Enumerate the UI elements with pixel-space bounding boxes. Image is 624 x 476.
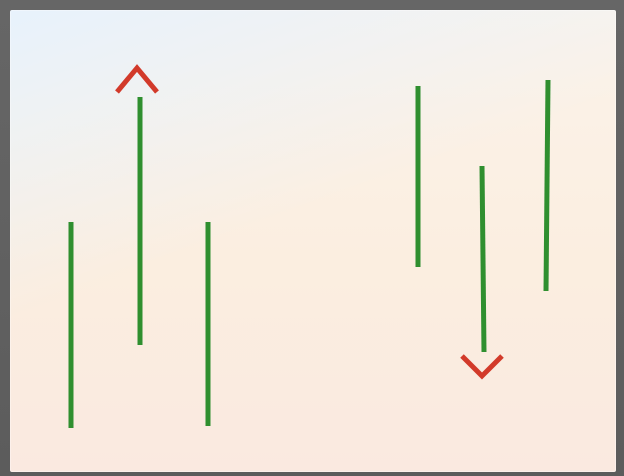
diagram-panel [10, 10, 616, 472]
sticks-layer [68, 79, 551, 428]
chevron-down-icon [460, 354, 504, 380]
stick-5 [479, 165, 487, 353]
markers-layer [115, 64, 504, 380]
chevron-up-icon [115, 64, 159, 94]
stick-6 [543, 79, 551, 292]
